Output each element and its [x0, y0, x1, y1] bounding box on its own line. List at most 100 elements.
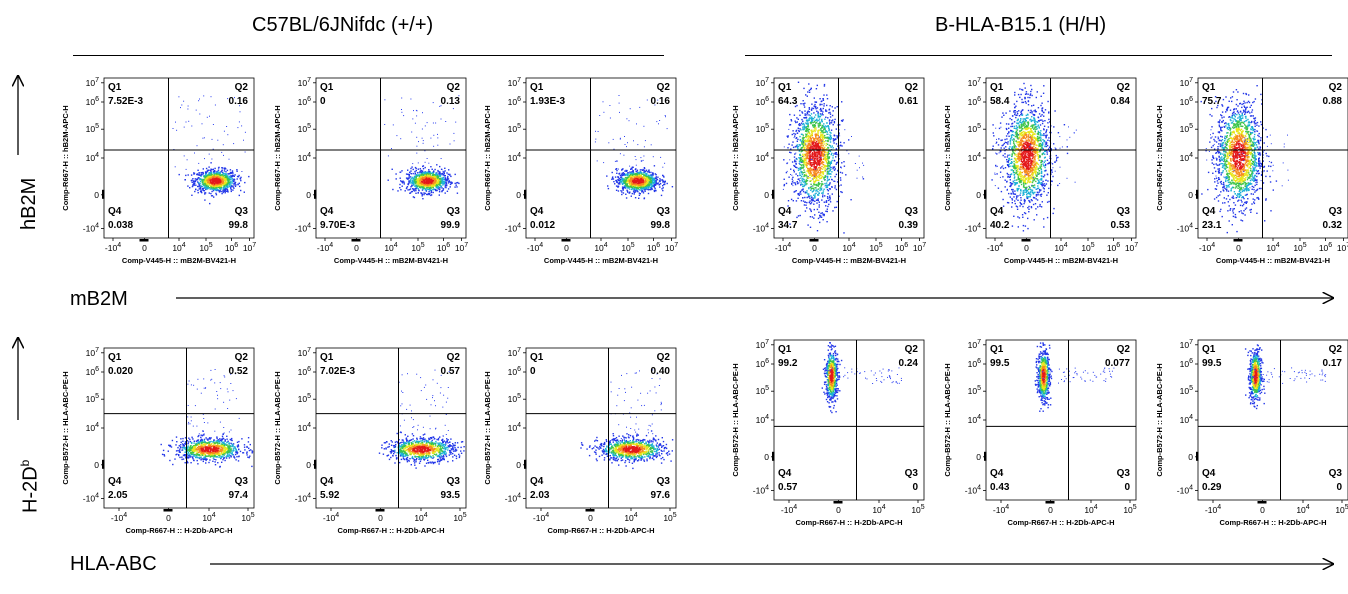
event-dot [827, 179, 829, 181]
event-dot [625, 183, 628, 185]
event-dot [793, 114, 796, 116]
event-dot [662, 180, 664, 182]
event-dot [648, 171, 650, 173]
event-dot [791, 161, 794, 163]
outlier-dot [198, 162, 200, 164]
event-dot [449, 173, 451, 176]
event-dot [413, 196, 416, 199]
event-dot [208, 174, 210, 176]
event-dot [1009, 162, 1012, 164]
event-dot [806, 192, 808, 194]
event-dot [434, 176, 436, 179]
event-dot [434, 179, 436, 181]
event-dot [819, 150, 821, 152]
event-dot [828, 184, 830, 186]
y-tick-label: 105 [86, 123, 99, 134]
event-dot [633, 172, 635, 174]
event-dot [622, 192, 625, 194]
event-dot [810, 117, 812, 120]
event-dot [437, 178, 439, 181]
event-dot [654, 189, 657, 191]
event-dot [653, 178, 655, 180]
event-dot [625, 173, 627, 175]
event-dot [630, 172, 633, 175]
event-dot [435, 185, 437, 187]
event-dot [444, 167, 446, 169]
event-dot [828, 167, 830, 170]
event-dot [1014, 193, 1017, 195]
event-dot [657, 176, 659, 178]
x-tick-exponent: 5 [421, 242, 425, 249]
event-dot [815, 105, 817, 108]
event-dot [403, 181, 405, 183]
event-dot [807, 91, 809, 93]
outlier-dot [201, 123, 203, 125]
event-dot [810, 146, 812, 149]
event-dot [797, 182, 799, 185]
event-dot [824, 134, 826, 137]
event-dot [804, 210, 807, 212]
event-dot [808, 89, 811, 91]
event-dot [212, 189, 215, 192]
event-dot [426, 193, 429, 196]
event-dot [806, 183, 808, 185]
outlier-dot [412, 118, 414, 120]
event-dot [1043, 190, 1045, 193]
event-dot [810, 169, 812, 172]
outlier-dot [180, 107, 181, 109]
event-dot [811, 103, 813, 105]
event-dot [633, 188, 635, 191]
event-dot [440, 181, 442, 184]
event-dot [806, 133, 809, 135]
event-dot [444, 184, 446, 186]
event-dot [200, 187, 202, 190]
event-dot [623, 174, 625, 176]
event-dot [814, 176, 816, 179]
event-dot [633, 191, 635, 194]
outlier-dot [199, 113, 201, 115]
event-dot [431, 177, 434, 179]
event-dot [229, 176, 231, 179]
event-dot [205, 179, 207, 181]
event-dot [414, 178, 417, 181]
event-dot [805, 179, 808, 181]
x-tick-label: -104 [105, 242, 121, 253]
event-dot [629, 183, 632, 185]
outlier-dot [797, 127, 799, 129]
event-dot [225, 175, 227, 178]
event-dot [221, 182, 224, 184]
event-dot [442, 184, 444, 186]
event-dot [822, 99, 825, 101]
outlier-dot [619, 111, 620, 113]
event-dot [648, 182, 650, 185]
event-dot [801, 141, 803, 143]
event-dot [833, 122, 836, 124]
event-dot [662, 175, 665, 177]
event-dot [449, 183, 452, 186]
event-dot [807, 124, 809, 126]
event-dot [208, 183, 210, 185]
event-dot [405, 187, 408, 190]
outlier-dot [619, 153, 621, 155]
event-dot [815, 162, 817, 164]
event-dot [824, 182, 826, 185]
event-dot [213, 188, 216, 191]
event-dot [822, 140, 824, 142]
event-dot [835, 153, 837, 155]
event-dot [632, 171, 634, 173]
event-dot [818, 164, 821, 166]
y-tick-label: 104 [298, 152, 311, 163]
event-dot [414, 178, 416, 180]
event-dot [815, 176, 817, 179]
event-dot [444, 192, 446, 194]
event-dot [809, 139, 811, 141]
event-dot [206, 186, 208, 189]
event-dot [415, 167, 417, 170]
event-dot [391, 168, 393, 170]
event-dot [639, 171, 642, 173]
x-tick-label: 0 [564, 243, 569, 253]
event-dot [219, 172, 221, 174]
event-dot [648, 184, 650, 186]
outlier-dot [839, 132, 840, 134]
event-dot [395, 178, 397, 180]
